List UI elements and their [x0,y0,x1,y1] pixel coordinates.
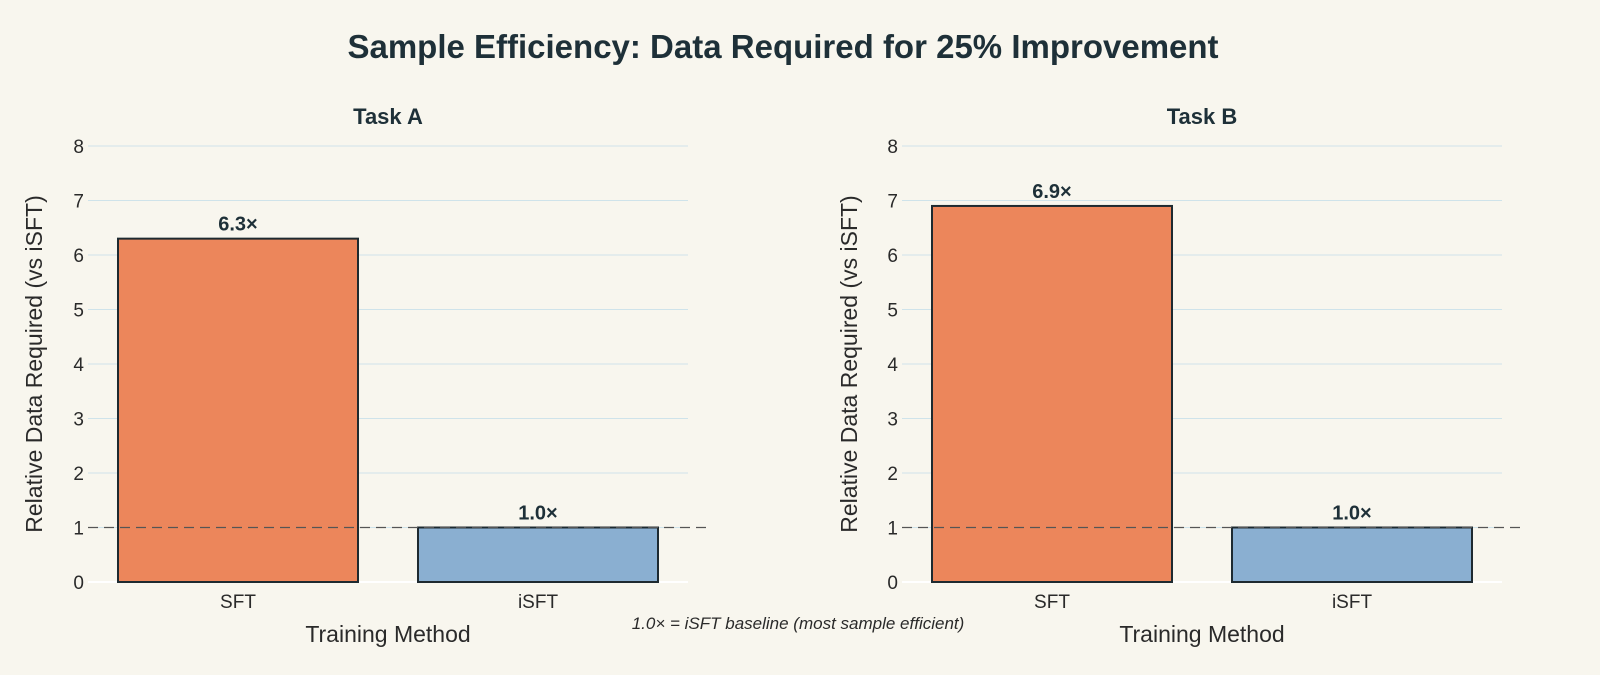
data-label: 1.0× [518,503,557,525]
y-axis-title: Relative Data Required (vs iSFT) [836,195,862,532]
chart-title: Sample Efficiency: Data Required for 25%… [347,28,1219,65]
y-tick-label: 2 [887,464,898,485]
chart-panel-2: Task B 0 1 2 3 4 5 6 7 8 6.9× SFT 1.0× iSFT Training M… [836,104,1526,647]
panel-title: Task A [353,104,423,129]
bar-sft [117,237,359,583]
bar-sft [931,204,1173,583]
y-tick-label: 4 [73,355,84,376]
y-tick-label: 7 [73,192,84,213]
y-tick-label: 1 [887,519,898,540]
bar-isft [1231,526,1473,583]
y-tick-label: 7 [887,192,898,213]
chart-panel-1: Task A 0 1 2 3 4 5 6 7 8 6.3× SFT 1.0× iSFT Training M… [21,104,712,647]
y-tick-label: 4 [887,355,898,376]
y-tick-label: 0 [887,573,898,594]
y-tick-label: 5 [73,301,84,322]
y-axis-title: Relative Data Required (vs iSFT) [21,195,47,532]
panel-title: Task B [1167,104,1238,129]
x-tick-label: iSFT [1332,592,1373,613]
y-tick-label: 2 [73,464,84,485]
footnote: 1.0× = iSFT baseline (most sample effici… [631,614,965,633]
x-tick-label: SFT [220,592,256,613]
y-tick-label: 3 [887,410,898,431]
y-tick-label: 5 [887,301,898,322]
x-tick-label: SFT [1034,592,1070,613]
bar-isft [417,526,659,583]
data-label: 1.0× [1332,503,1371,525]
y-tick-label: 3 [73,410,84,431]
data-label: 6.9× [1032,181,1071,203]
y-tick-label: 0 [73,573,84,594]
x-axis-title: Training Method [305,621,470,647]
x-axis-title: Training Method [1119,621,1284,647]
y-tick-label: 6 [73,246,84,267]
x-tick-label: iSFT [518,592,559,613]
y-tick-label: 6 [887,246,898,267]
y-tick-label: 1 [73,519,84,540]
data-label: 6.3× [218,214,257,236]
y-tick-label: 8 [887,137,898,158]
y-tick-label: 8 [73,137,84,158]
